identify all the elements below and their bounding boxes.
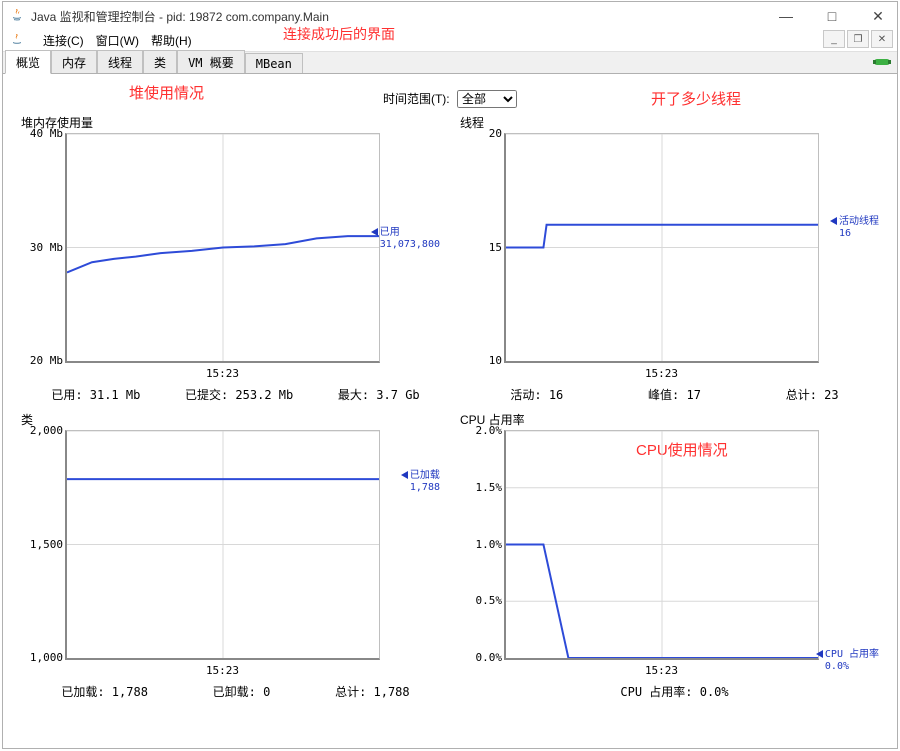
menubar: 连接(C) 窗口(W) 帮助(H) 连接成功后的界面 _ ❐ ✕ (3, 30, 897, 52)
connect-status-icon (873, 55, 891, 69)
maximize-button[interactable]: □ (819, 8, 845, 25)
summary-heap: 已用: 31.1 Mb 已提交: 253.2 Mb 最大: 3.7 Gb (29, 386, 442, 403)
xlabel-classes: 15:23 (65, 664, 380, 677)
heap-committed: 已提交: 253.2 Mb (185, 386, 293, 403)
tab-mbean[interactable]: MBean (245, 53, 303, 73)
mdi-restore-button[interactable]: ❐ (847, 30, 869, 48)
minimize-button[interactable]: — (773, 8, 799, 25)
window-controls: — □ ✕ (773, 8, 891, 25)
summary-cpu: CPU 占用率: 0.0% (468, 683, 881, 700)
plot-cpu: 0.0%0.5%1.0%1.5%2.0% CPU使用情况 (504, 430, 819, 660)
app-window: Java 监视和管理控制台 - pid: 19872 com.company.M… (2, 1, 898, 749)
chart-heap: 堆内存使用量 20 Mb30 Mb40 Mb 已用31,073,800 15:2… (19, 114, 442, 403)
classes-unloaded: 已卸载: 0 (213, 683, 271, 700)
tab-vm[interactable]: VM 概要 (177, 50, 245, 73)
java-icon (9, 33, 25, 49)
threads-total: 总计: 23 (786, 386, 839, 403)
xlabel-cpu: 15:23 (504, 664, 819, 677)
annotation-connected: 连接成功后的界面 (283, 24, 395, 44)
summary-threads: 活动: 16 峰值: 17 总计: 23 (468, 386, 881, 403)
heap-max: 最大: 3.7 Gb (338, 386, 420, 403)
xlabel-heap: 15:23 (65, 367, 380, 380)
chart-threads: 线程 101520 活动线程16 15:23 活动: 16 峰值: 17 总计:… (458, 114, 881, 403)
classes-total: 总计: 1,788 (335, 683, 410, 700)
plot-heap: 20 Mb30 Mb40 Mb (65, 133, 380, 363)
legend-heap: 已用31,073,800 (371, 227, 440, 251)
cpu-usage: CPU 占用率: 0.0% (620, 683, 728, 700)
threads-peak: 峰值: 17 (648, 386, 701, 403)
plot-classes: 1,0001,5002,000 (65, 430, 380, 660)
annotation-threads: 开了多少线程 (651, 88, 741, 109)
tab-overview[interactable]: 概览 (5, 50, 51, 74)
time-range-row: 堆使用情况 时间范围(T): 全部 开了多少线程 (19, 86, 881, 108)
charts-grid: 堆内存使用量 20 Mb30 Mb40 Mb 已用31,073,800 15:2… (19, 114, 881, 700)
classes-loaded: 已加载: 1,788 (61, 683, 148, 700)
mdi-close-button[interactable]: ✕ (871, 30, 893, 48)
tab-memory[interactable]: 内存 (51, 50, 97, 73)
annotation-heap: 堆使用情况 (129, 82, 204, 103)
legend-threads: 活动线程16 (830, 216, 879, 240)
menu-window[interactable]: 窗口(W) (96, 32, 139, 49)
time-range-label: 时间范围(T): (383, 90, 450, 107)
heap-used: 已用: 31.1 Mb (51, 386, 140, 403)
mdi-window-controls: _ ❐ ✕ (823, 30, 893, 48)
chart-cpu-title: CPU 占用率 (460, 411, 881, 428)
summary-classes: 已加载: 1,788 已卸载: 0 总计: 1,788 (29, 683, 442, 700)
tab-bar: 概览 内存 线程 类 VM 概要 MBean (3, 52, 897, 74)
titlebar: Java 监视和管理控制台 - pid: 19872 com.company.M… (3, 2, 897, 30)
menu-connect[interactable]: 连接(C) (43, 32, 84, 49)
time-range-select[interactable]: 全部 (457, 90, 517, 108)
menu-help[interactable]: 帮助(H) (151, 32, 192, 49)
xlabel-threads: 15:23 (504, 367, 819, 380)
mdi-minimize-button[interactable]: _ (823, 30, 845, 48)
tab-classes[interactable]: 类 (143, 50, 177, 73)
chart-heap-title: 堆内存使用量 (21, 114, 442, 131)
threads-live: 活动: 16 (510, 386, 563, 403)
legend-classes: 已加载1,788 (401, 470, 440, 494)
close-button[interactable]: ✕ (865, 8, 891, 25)
window-title: Java 监视和管理控制台 - pid: 19872 com.company.M… (31, 8, 329, 25)
chart-threads-title: 线程 (460, 114, 881, 131)
legend-cpu: CPU 占用率0.0% (816, 649, 879, 673)
chart-classes-title: 类 (21, 411, 442, 428)
tab-threads[interactable]: 线程 (97, 50, 143, 73)
chart-cpu: CPU 占用率 0.0%0.5%1.0%1.5%2.0% CPU使用情况 CPU… (458, 411, 881, 700)
java-icon (9, 8, 25, 24)
content-area: 堆使用情况 时间范围(T): 全部 开了多少线程 堆内存使用量 20 Mb30 … (3, 74, 897, 710)
plot-threads: 101520 (504, 133, 819, 363)
chart-classes: 类 1,0001,5002,000 已加载1,788 15:23 已加载: 1,… (19, 411, 442, 700)
